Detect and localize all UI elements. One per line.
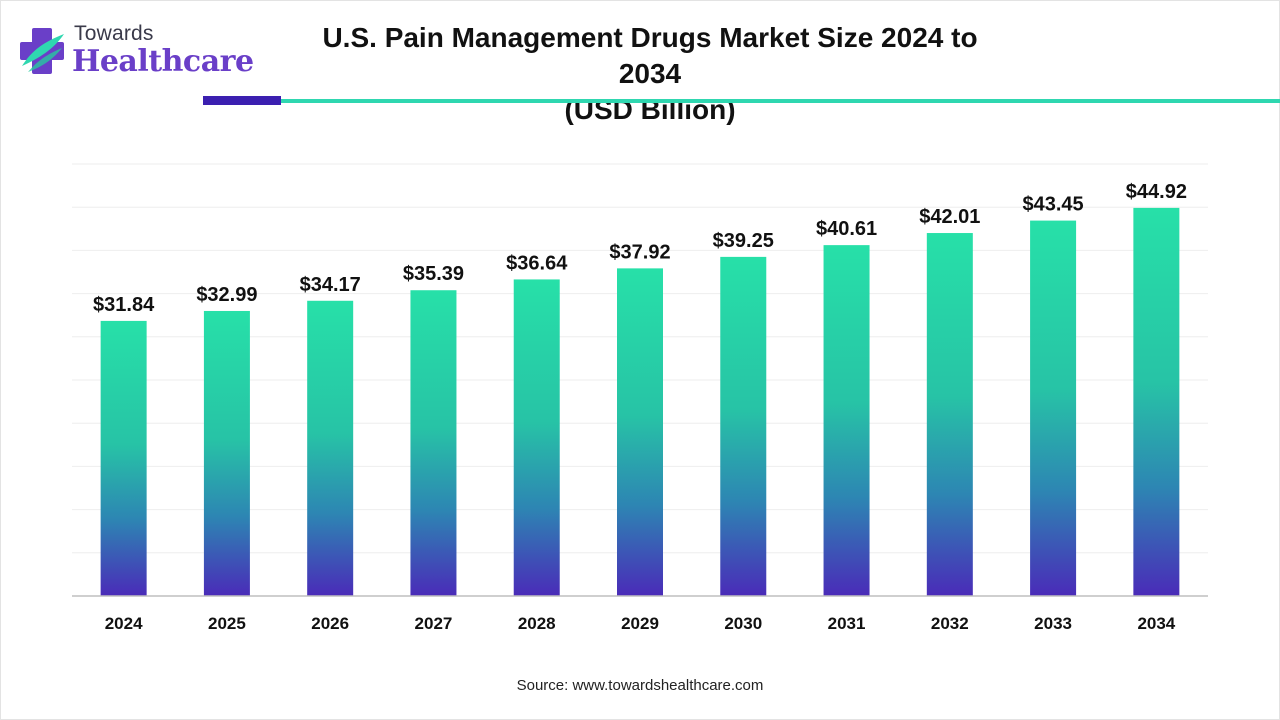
x-tick-label-2033: 2033 — [1034, 614, 1072, 633]
data-label-2034: $44.92 — [1126, 181, 1187, 203]
bar-2024 — [100, 320, 147, 596]
x-tick-label-2026: 2026 — [311, 614, 349, 633]
data-label-2030: $39.25 — [713, 230, 774, 252]
bar-2029 — [617, 268, 663, 596]
data-label-2025: $32.99 — [196, 284, 257, 306]
x-tick-labels: 2024 2025 2026 2027 2028 2029 2030 2031 2032 2033… — [105, 614, 1176, 633]
header-rule-line — [281, 99, 1280, 103]
bar-2025 — [203, 310, 250, 596]
medical-cross-logo-icon — [20, 28, 64, 74]
bar-2026 — [307, 300, 354, 596]
data-label-2028: $36.64 — [506, 252, 568, 274]
bar-2028 — [513, 279, 560, 596]
bar-2033 — [1030, 220, 1077, 597]
data-label-2031: $40.61 — [816, 218, 877, 240]
data-label-2032: $42.01 — [919, 206, 980, 228]
x-tick-label-2025: 2025 — [208, 614, 246, 633]
bar-2034 — [1133, 207, 1180, 596]
x-tick-label-2024: 2024 — [105, 614, 143, 633]
brand-name-line2: Healthcare — [72, 44, 254, 79]
x-tick-label-2031: 2031 — [828, 614, 866, 633]
bar-2031 — [823, 245, 870, 597]
data-label-2024: $31.84 — [93, 294, 155, 316]
data-label-2027: $35.39 — [403, 263, 464, 285]
data-label-2029: $37.92 — [609, 241, 670, 263]
x-tick-label-2028: 2028 — [518, 614, 556, 633]
x-tick-label-2030: 2030 — [724, 614, 762, 633]
bar-2032 — [926, 233, 973, 596]
x-tick-label-2034: 2034 — [1137, 614, 1175, 633]
bar-2030 — [720, 256, 767, 596]
data-labels: $31.84 $32.99 $34.17 $35.39 $36.64 $37.92 $39.… — [93, 181, 1187, 316]
chart-title-line1: U.S. Pain Management Drugs Market Size 2… — [322, 22, 978, 89]
x-tick-label-2032: 2032 — [931, 614, 969, 633]
brand-logo: Towards Healthcare — [18, 20, 254, 86]
x-tick-label-2029: 2029 — [621, 614, 659, 633]
header-rule-accent — [203, 96, 281, 105]
data-label-2026: $34.17 — [300, 274, 361, 296]
x-tick-label-2027: 2027 — [415, 614, 453, 633]
brand-name-line1: Towards — [74, 22, 154, 45]
data-label-2033: $43.45 — [1023, 194, 1084, 216]
bar-2027 — [410, 290, 457, 596]
bars — [100, 207, 1180, 597]
source-note: Source: www.towardshealthcare.com — [516, 677, 764, 694]
